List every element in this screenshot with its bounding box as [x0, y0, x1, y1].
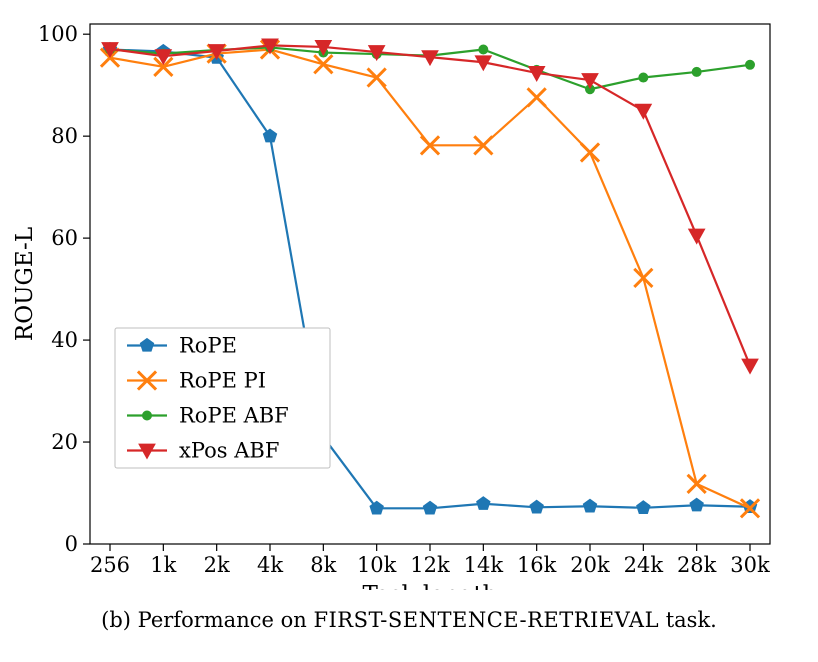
marker-dot — [692, 67, 701, 76]
x-tick-label: 30k — [730, 553, 770, 577]
caption-prefix: (b) Performance on — [101, 608, 313, 632]
x-tick-label: 8k — [310, 553, 336, 577]
legend: RoPE RoPE PI RoPE ABF xPos ABF — [115, 328, 330, 468]
y-axis-label: ROUGE-L — [12, 227, 38, 341]
x-tick-label: 256 — [90, 553, 130, 577]
x-tick-label: 16k — [517, 553, 557, 577]
figure: 0 20 40 60 80 100 256 1k 2k 4k 8k 10k 12k 14k 16k 20k 24… — [0, 0, 818, 662]
y-tick-label: 20 — [51, 430, 78, 454]
x-tick-label: 2k — [204, 553, 230, 577]
x-tick-label: 20k — [570, 553, 610, 577]
x-tick-label: 28k — [677, 553, 717, 577]
legend-label: RoPE ABF — [179, 404, 289, 428]
line-chart: 0 20 40 60 80 100 256 1k 2k 4k 8k 10k 12k 14k 16k 20k 24… — [0, 0, 818, 590]
figure-caption: (b) Performance on FIRST-SENTENCE-RETRIE… — [0, 608, 818, 632]
x-axis-label: Task length — [363, 582, 498, 590]
x-tick-label: 14k — [464, 553, 504, 577]
x-tick-label: 24k — [624, 553, 664, 577]
marker-dot — [479, 45, 488, 54]
marker-dot — [746, 60, 755, 69]
y-tick-label: 60 — [51, 226, 78, 250]
caption-task-name: FIRST-SENTENCE-RETRIEVAL — [313, 608, 659, 632]
caption-suffix: task. — [659, 608, 717, 632]
x-tick-label: 1k — [150, 553, 176, 577]
y-tick-label: 100 — [38, 22, 78, 46]
marker-dot — [143, 411, 152, 420]
marker-dot — [639, 73, 648, 82]
x-tick-label: 4k — [257, 553, 283, 577]
y-tick-label: 80 — [51, 124, 78, 148]
y-tick-label: 40 — [51, 328, 78, 352]
y-tick-label: 0 — [65, 532, 78, 556]
legend-label: RoPE PI — [179, 369, 266, 393]
x-tick-label: 12k — [410, 553, 450, 577]
legend-label: RoPE — [179, 334, 237, 358]
legend-label: xPos ABF — [179, 439, 279, 463]
x-tick-label: 10k — [357, 553, 397, 577]
